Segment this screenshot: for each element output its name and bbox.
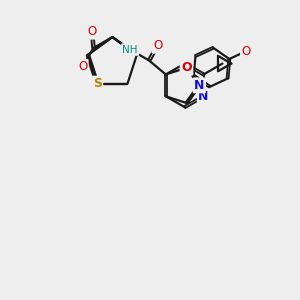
Text: O: O — [87, 25, 97, 38]
Text: S: S — [93, 77, 102, 90]
Text: O: O — [153, 39, 162, 52]
Text: N: N — [194, 79, 205, 92]
Text: N: N — [198, 90, 209, 103]
Text: O: O — [242, 45, 251, 58]
Text: O: O — [181, 61, 192, 74]
Text: NH: NH — [122, 45, 138, 55]
Text: O: O — [78, 60, 87, 73]
